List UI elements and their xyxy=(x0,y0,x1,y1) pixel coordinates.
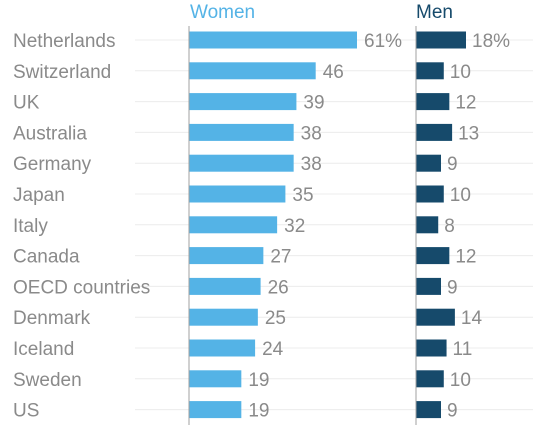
country-label-sweden: Sweden xyxy=(13,370,82,391)
women-value-label-oecd-countries: 26 xyxy=(268,277,289,298)
women-value-label-germany: 38 xyxy=(301,154,322,175)
men-bar-switzerland xyxy=(416,62,444,80)
women-value-label-italy: 32 xyxy=(284,216,305,237)
country-label-australia: Australia xyxy=(13,123,87,144)
women-bar-denmark xyxy=(189,308,258,326)
women-value-label-us: 19 xyxy=(248,401,269,422)
country-label-uk: UK xyxy=(13,93,40,114)
men-bar-iceland xyxy=(416,339,447,357)
men-bar-uk xyxy=(416,93,450,111)
men-value-label-japan: 10 xyxy=(450,185,471,206)
women-value-label-sweden: 19 xyxy=(248,370,269,391)
men-bar-italy xyxy=(416,216,439,234)
country-label-denmark: Denmark xyxy=(13,308,91,329)
women-value-label-australia: 38 xyxy=(301,123,322,144)
axes xyxy=(188,26,417,425)
men-header: Men xyxy=(416,2,453,23)
men-bar-sweden xyxy=(416,370,444,388)
women-value-label-canada: 27 xyxy=(270,247,291,268)
country-label-oecd-countries: OECD countries xyxy=(13,277,150,298)
men-bar-australia xyxy=(416,123,453,141)
women-bar-uk xyxy=(189,93,297,111)
men-value-label-denmark: 14 xyxy=(461,308,483,329)
women-value-label-iceland: 24 xyxy=(262,339,284,360)
men-bar-denmark xyxy=(416,308,455,326)
men-bar-oecd-countries xyxy=(416,277,441,295)
women-bar-switzerland xyxy=(189,62,316,80)
women-bar-oecd-countries xyxy=(189,277,261,295)
women-value-label-japan: 35 xyxy=(292,185,313,206)
men-value-label-us: 9 xyxy=(447,401,458,422)
men-bar-canada xyxy=(416,247,450,265)
women-bar-japan xyxy=(189,185,286,203)
country-labels: Netherlands Switzerland UK Australia Germany… xyxy=(13,31,150,422)
men-value-label-netherlands: 18% xyxy=(472,31,510,52)
country-label-us: US xyxy=(13,401,39,422)
men-value-label-germany: 9 xyxy=(447,154,458,175)
women-bar-italy xyxy=(189,216,278,234)
women-value-label-denmark: 25 xyxy=(265,308,286,329)
country-label-canada: Canada xyxy=(13,247,80,268)
women-value-label-uk: 39 xyxy=(303,93,324,114)
country-label-japan: Japan xyxy=(13,185,65,206)
women-bar-us xyxy=(189,401,242,419)
women-bar-iceland xyxy=(189,339,256,357)
women-value-label-switzerland: 46 xyxy=(323,62,344,83)
men-value-label-switzerland: 10 xyxy=(450,62,471,83)
men-value-label-australia: 13 xyxy=(458,123,479,144)
women-series: 61% 46 39 38 38 35 32 27 26 25 24 19 19 xyxy=(189,31,402,422)
women-bar-sweden xyxy=(189,370,242,388)
country-label-germany: Germany xyxy=(13,154,92,175)
country-label-italy: Italy xyxy=(13,216,48,237)
women-bar-canada xyxy=(189,247,264,265)
country-label-switzerland: Switzerland xyxy=(13,62,111,83)
men-bar-netherlands xyxy=(416,31,466,49)
men-value-label-uk: 12 xyxy=(455,93,476,114)
men-value-label-sweden: 10 xyxy=(450,370,471,391)
men-value-label-italy: 8 xyxy=(444,216,455,237)
country-label-iceland: Iceland xyxy=(13,339,74,360)
men-bar-us xyxy=(416,401,441,419)
men-bar-japan xyxy=(416,185,444,203)
men-value-label-iceland: 11 xyxy=(453,339,473,360)
women-bar-germany xyxy=(189,154,294,172)
men-value-label-canada: 12 xyxy=(455,247,476,268)
country-label-netherlands: Netherlands xyxy=(13,31,115,52)
women-bar-netherlands xyxy=(189,31,357,49)
women-value-label-netherlands: 61% xyxy=(364,31,402,52)
men-value-label-oecd-countries: 9 xyxy=(447,277,458,298)
men-bar-germany xyxy=(416,154,441,172)
women-bar-australia xyxy=(189,123,294,141)
women-header: Women xyxy=(190,2,255,23)
